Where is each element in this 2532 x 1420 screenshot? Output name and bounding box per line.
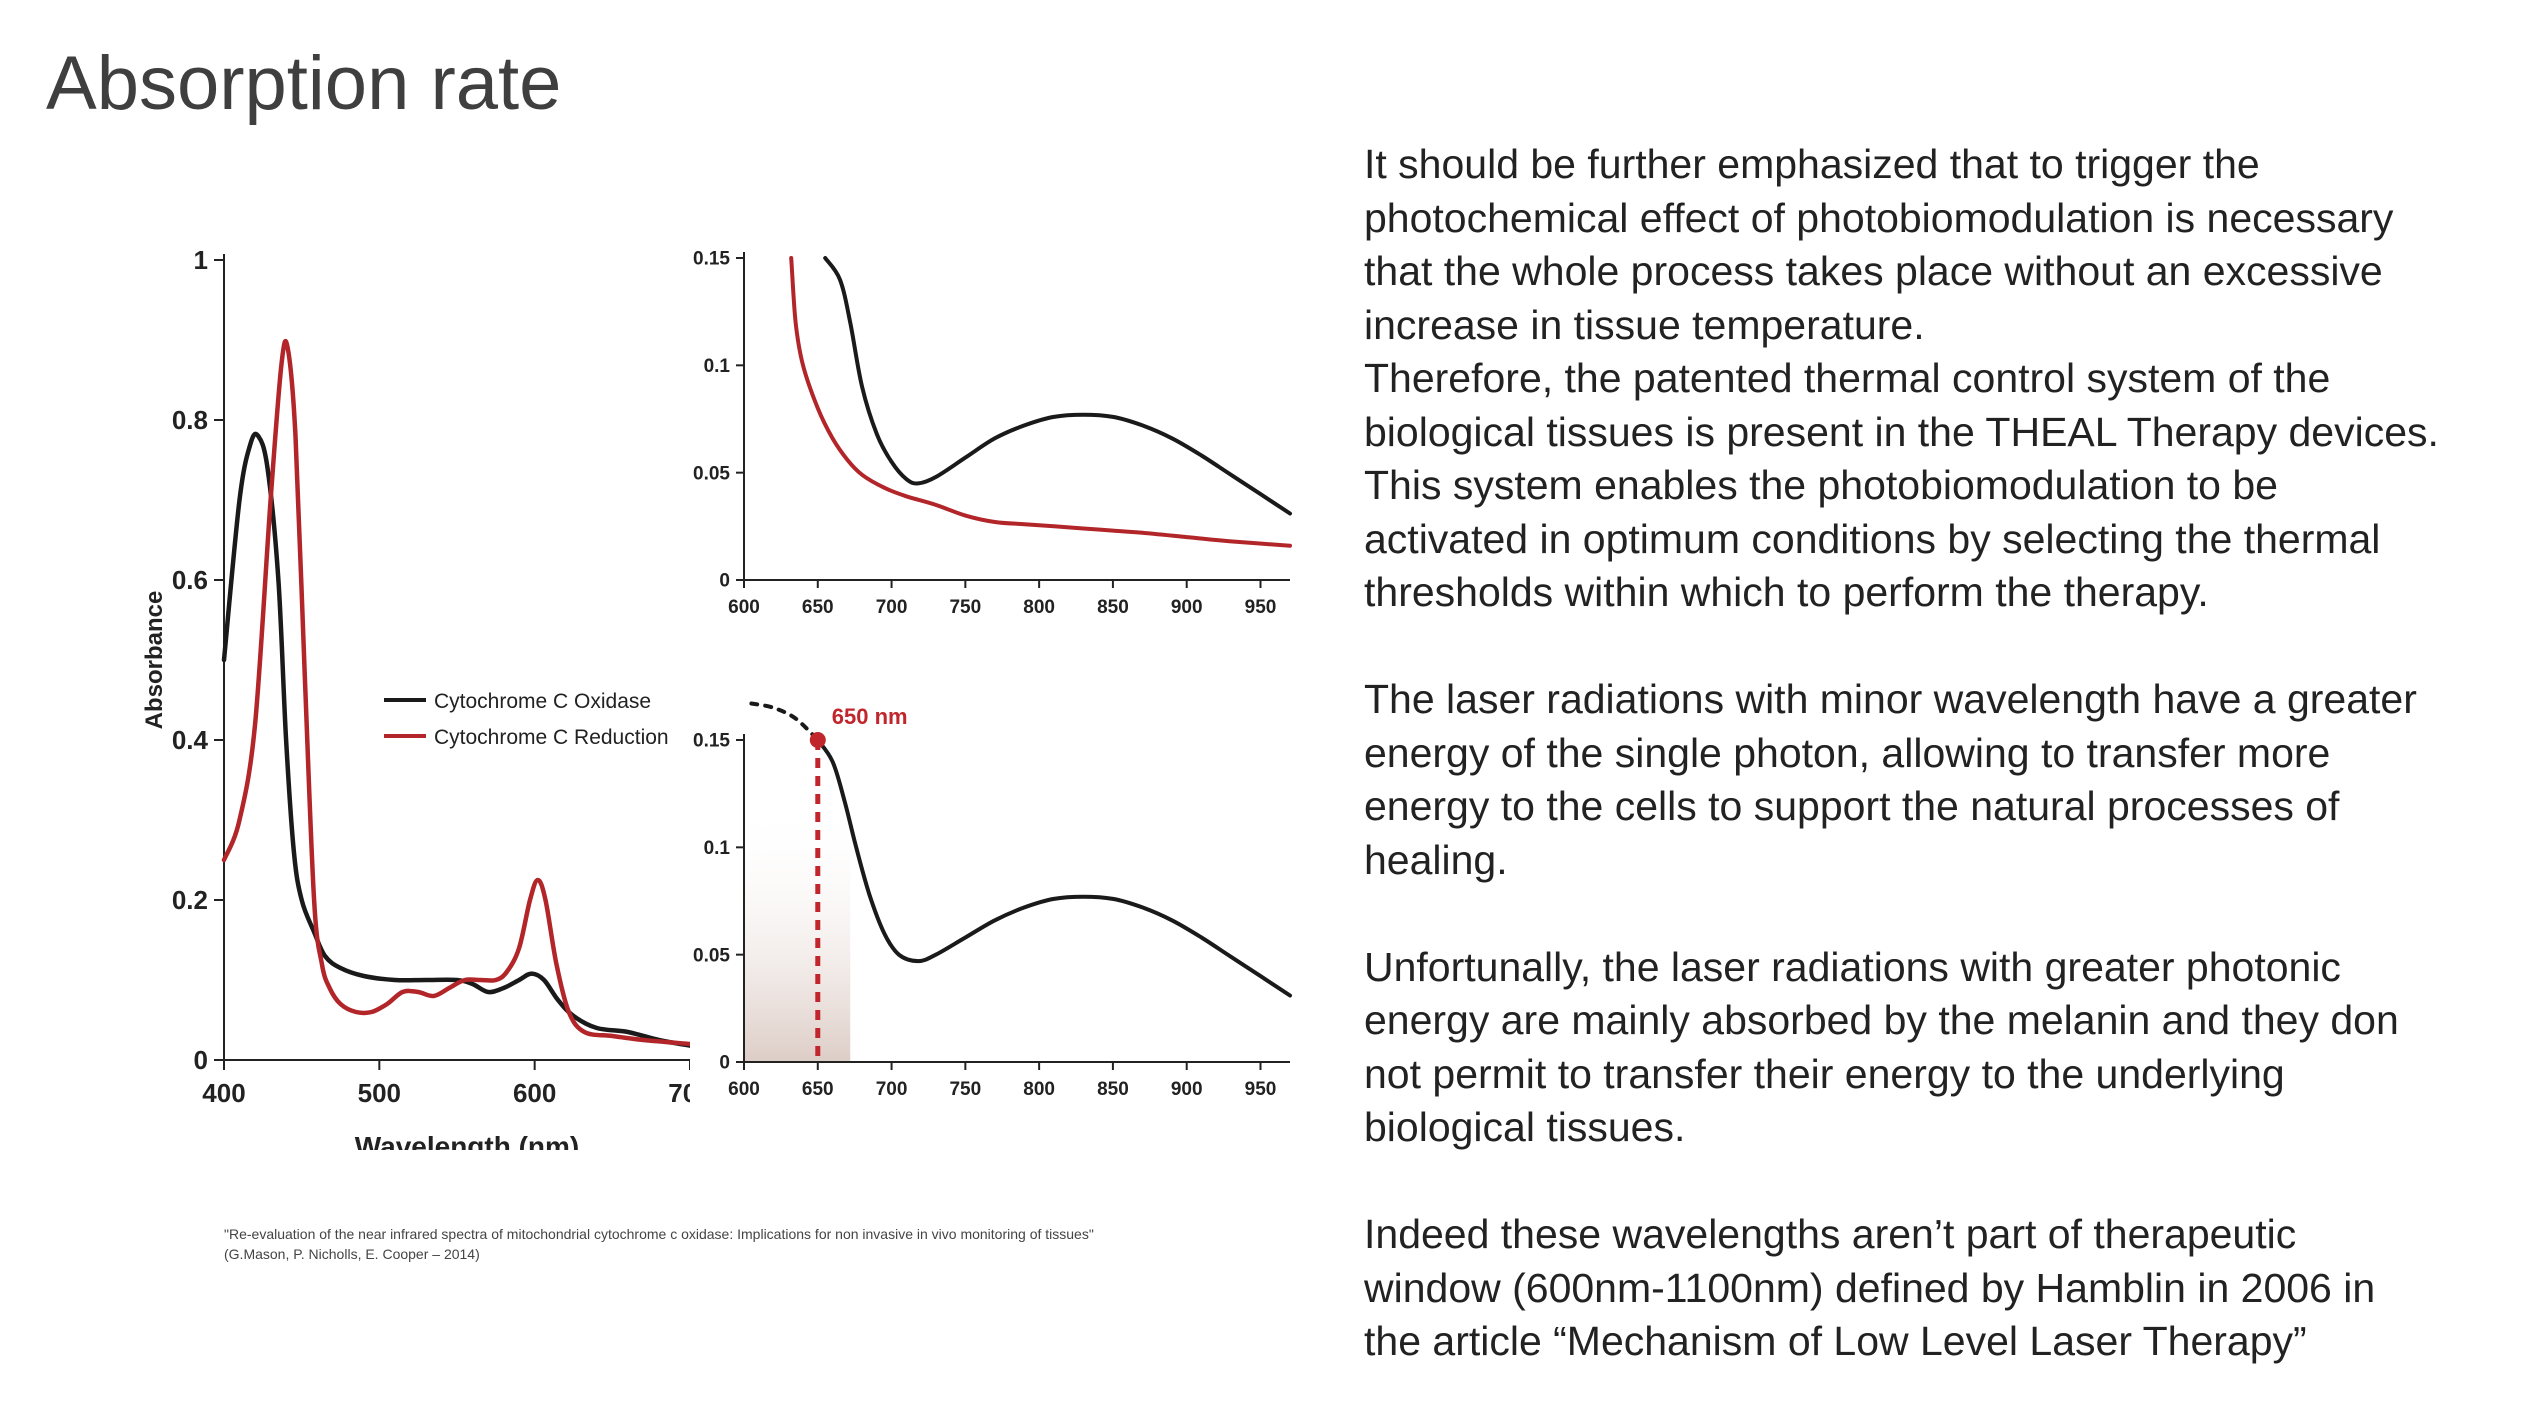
body-line: biological tissues is present in the THE…	[1364, 408, 2439, 455]
x-tick-label: 850	[1097, 597, 1129, 618]
y-tick-label: 0.8	[172, 405, 208, 435]
body-line: Therefore, the patented thermal control …	[1364, 355, 2331, 401]
x-tick-label: 650	[802, 1079, 834, 1100]
body-line: energy are mainly absorbed by the melani…	[1364, 997, 2399, 1043]
y-tick-label: 1	[194, 245, 208, 275]
x-tick-label: 400	[202, 1078, 245, 1108]
zoom-chart-top-svg: 0 0.05 0.1 0.15 600 650 700 750 800 850 900 950	[693, 249, 1292, 618]
absorbance-zoom-chart-top: 0 0.05 0.1 0.15 600 650 700 750 800 850 900 950	[690, 230, 1300, 645]
y-tick-label: 0.6	[172, 565, 208, 595]
body-line: the article “Mechanism of Low Level Lase…	[1364, 1318, 2307, 1364]
y-tick-label: 0	[194, 1045, 208, 1075]
series-cytochrome-c-oxidase	[221, 431, 693, 1048]
legend-label: Cytochrome C Reduction	[434, 726, 669, 749]
body-line: It should be further emphasized that to …	[1364, 141, 2260, 187]
y-tick-label: 0.2	[172, 885, 208, 915]
paragraph-gap	[1364, 887, 2504, 941]
body-line: biological tissues.	[1364, 1104, 1686, 1150]
body-line: thresholds within which to perform the t…	[1364, 569, 2209, 615]
legend-label: Cytochrome C Oxidase	[434, 690, 651, 713]
body-line: activated in optimum conditions by selec…	[1364, 515, 2381, 562]
y-tick-label: 0.05	[693, 945, 730, 966]
y-tick-label: 0.05	[693, 463, 730, 484]
x-tick-label: 700	[876, 1079, 908, 1100]
x-tick-label: 900	[1171, 597, 1203, 618]
series-cytochrome-c-reduction	[221, 338, 693, 1047]
body-line: healing.	[1364, 836, 1508, 883]
paragraph-gap	[1364, 1155, 2504, 1209]
body-line: window (600nm-1100nm) defined by Hamblin…	[1364, 1264, 2376, 1311]
x-tick-label: 500	[358, 1078, 401, 1108]
y-tick-label: 0.4	[172, 725, 209, 755]
x-tick-label: 700	[668, 1078, 690, 1108]
x-tick-label: 600	[513, 1078, 556, 1108]
body-line: energy of the single photon, allowing to…	[1364, 729, 2331, 776]
x-tick-label: 750	[949, 1079, 981, 1100]
body-line: that the whole process takes place witho…	[1364, 248, 2383, 294]
y-tick-label: 0.15	[693, 249, 730, 270]
body-line: This system enables the photobiomodulati…	[1364, 462, 2278, 508]
x-tick-label: 650	[802, 597, 834, 618]
series-line-1	[789, 256, 1292, 548]
body-line: energy to the cells to support the natur…	[1364, 783, 2340, 829]
y-axis-label: Absorbance	[141, 591, 168, 730]
x-tick-label: 950	[1245, 1079, 1277, 1100]
body-line: photochemical effect of photobiomodulati…	[1364, 194, 2394, 241]
series-line-1	[749, 701, 820, 742]
body-text: It should be further emphasized that to …	[1364, 138, 2504, 1369]
shaded-window-region	[744, 804, 851, 1062]
absorbance-chart-svg: 0 0.2 0.4 0.6 0.8 1 400 500 600 700 Wavelength (nm…	[141, 245, 712, 1162]
x-tick-label: 900	[1171, 1079, 1203, 1100]
citation-title: "Re-evaluation of the near infrared spec…	[224, 1226, 1094, 1242]
x-tick-label: 600	[728, 1079, 760, 1100]
absorbance-chart: 0 0.2 0.4 0.6 0.8 1 400 500 600 700 Wavelength (nm…	[120, 230, 712, 1162]
y-tick-label: 0	[719, 571, 730, 592]
body-line: increase in tissue temperature.	[1364, 301, 1925, 348]
x-tick-label: 800	[1023, 597, 1055, 618]
y-tick-label: 0	[719, 1053, 730, 1074]
body-line: Indeed these wavelengths aren’t part of …	[1364, 1211, 2297, 1257]
absorbance-zoom-chart-bottom: 0 0.05 0.1 0.15 600 650 700 750 800 850 900 950 650 …	[690, 690, 1300, 1125]
x-tick-label: 600	[728, 597, 760, 618]
series-line-0	[823, 256, 1292, 516]
x-axis-label: Wavelength (nm)	[355, 1131, 580, 1150]
x-tick-label: 950	[1245, 597, 1277, 618]
x-tick-label: 850	[1097, 1079, 1129, 1100]
citation: "Re-evaluation of the near infrared spec…	[224, 1224, 1094, 1264]
y-tick-label: 0.1	[704, 356, 731, 377]
body-line: not permit to transfer their energy to t…	[1364, 1050, 2285, 1097]
citation-authors: (G.Mason, P. Nicholls, E. Cooper – 2014)	[224, 1246, 480, 1262]
annotation-label: 650 nm	[832, 704, 908, 729]
x-tick-label: 700	[876, 597, 908, 618]
body-line: The laser radiations with minor waveleng…	[1364, 676, 2417, 722]
x-tick-label: 800	[1023, 1079, 1055, 1100]
paragraph-gap	[1364, 620, 2504, 674]
zoom-chart-bottom-svg: 0 0.05 0.1 0.15 600 650 700 750 800 850 900 950 650 …	[693, 701, 1292, 1100]
series-line-0	[815, 738, 1292, 998]
slide-title: Absorption rate	[46, 41, 562, 126]
y-tick-label: 0.1	[704, 838, 731, 859]
body-line: Unfortunally, the laser radiations with …	[1364, 943, 2341, 990]
annotation-marker	[809, 732, 826, 748]
x-tick-label: 750	[949, 597, 981, 618]
y-tick-label: 0.15	[693, 731, 730, 752]
